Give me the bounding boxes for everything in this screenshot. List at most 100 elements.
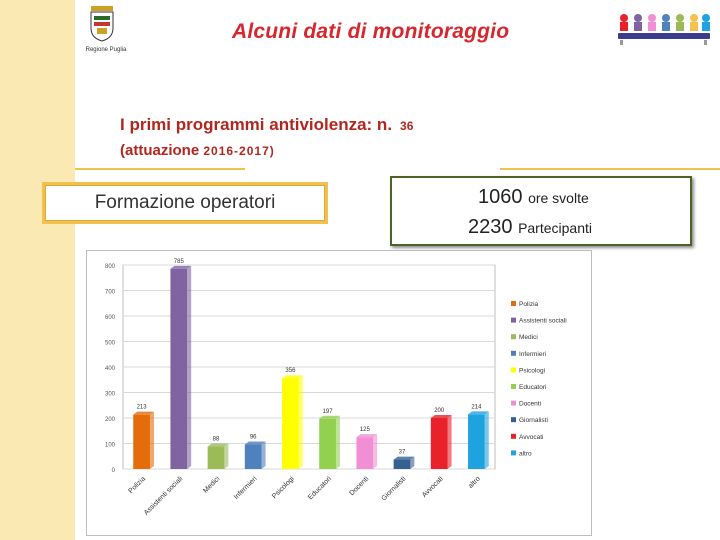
- subtitle-programmi: I primi programmi antiviolenza: n. 36: [120, 115, 413, 135]
- bar: [207, 446, 225, 469]
- y-tick-label: 600: [105, 315, 116, 321]
- bar-value-label: 125: [360, 427, 371, 433]
- hours-label: ore svolte: [528, 190, 589, 206]
- y-tick-label: 300: [105, 392, 116, 398]
- bar-side: [373, 434, 378, 469]
- bar-value-label: 96: [250, 435, 257, 441]
- legend-swatch: [511, 350, 516, 356]
- bar-side: [187, 265, 192, 469]
- bar-value-label: 213: [137, 405, 148, 411]
- pari-opportunita-logo-icon: [618, 14, 710, 45]
- y-tick-label: 800: [105, 264, 116, 270]
- x-tick-label: Avvocati: [421, 475, 445, 499]
- subtitle-programs-count: 36: [400, 119, 414, 133]
- bar-top: [133, 411, 154, 415]
- bar: [282, 378, 299, 469]
- bar-side: [149, 411, 154, 469]
- bar: [319, 418, 336, 469]
- participants-value: 2230: [468, 216, 513, 238]
- bar-top: [393, 456, 415, 460]
- bar-value-label: 214: [471, 404, 482, 410]
- region-label: Regione Puglia: [85, 47, 127, 53]
- subtitle-open-paren: (: [120, 142, 125, 159]
- x-tick-label: Psicologi: [271, 475, 296, 500]
- bar-side: [447, 415, 452, 469]
- chart-frame: 0 100 200 300 400 500 600 700 800 213 Polizia 785 As…: [86, 250, 592, 536]
- legend-label: Infermieri: [519, 351, 546, 358]
- x-tick-label: Giornalisti: [380, 475, 407, 502]
- y-tick-label: 500: [105, 341, 116, 347]
- bar-side: [335, 415, 340, 469]
- x-tick-label: Educatori: [307, 475, 333, 501]
- subtitle-line1-text: I primi programmi antiviolenza: n.: [120, 115, 393, 134]
- participants-label: Partecipanti: [518, 220, 592, 236]
- legend-swatch: [511, 450, 516, 456]
- subtitle-attuazione: (attuazione 2016-2017): [120, 142, 275, 159]
- participants-line: 2230 Partecipanti: [468, 216, 592, 239]
- bar: [244, 444, 262, 469]
- y-tick-label: 0: [112, 468, 116, 474]
- bar-top: [430, 415, 452, 418]
- x-tick-label: Docenti: [348, 475, 370, 497]
- bar-value-label: 88: [213, 437, 220, 443]
- bar: [393, 459, 411, 469]
- legend-swatch: [511, 433, 516, 439]
- legend-label: Giornalisti: [519, 417, 548, 424]
- bar-value-label: 37: [399, 450, 406, 456]
- bar-top: [319, 415, 340, 419]
- legend-label: Educatori: [519, 384, 546, 391]
- x-tick-label: altro: [467, 475, 482, 490]
- legend-swatch: [511, 417, 516, 423]
- y-tick-label: 400: [105, 366, 116, 372]
- legend-label: Docenti: [519, 401, 541, 408]
- bar-side: [261, 441, 266, 469]
- legend-label: Psicologi: [519, 367, 545, 374]
- header-divider-left: [75, 168, 245, 170]
- legend-label: Polizia: [519, 301, 539, 308]
- page-title: Alcuni dati di monitoraggio: [232, 20, 510, 43]
- x-tick-label: Assistenti sociali: [143, 475, 185, 517]
- hours-value: 1060: [478, 186, 523, 208]
- bar-value-label: 197: [323, 409, 334, 415]
- subtitle-attuazione-word: attuazione: [125, 142, 200, 159]
- bar: [133, 414, 150, 469]
- legend-swatch: [511, 400, 516, 406]
- legend-swatch: [511, 301, 516, 306]
- legend-label: Assistenti sociali: [519, 318, 567, 325]
- regione-puglia-crest-icon: [90, 6, 114, 42]
- bar-top: [170, 265, 192, 269]
- bar-value-label: 785: [174, 259, 185, 265]
- bar-side: [410, 456, 415, 469]
- bar: [170, 268, 188, 469]
- bar-top: [282, 375, 303, 379]
- header-divider-right: [500, 168, 720, 170]
- legend-swatch: [511, 317, 516, 323]
- legend-swatch: [511, 334, 516, 340]
- legend-label: Avvocati: [519, 434, 543, 441]
- bar: [356, 437, 374, 469]
- bar: [468, 414, 485, 469]
- bar-value-label: 200: [434, 408, 445, 414]
- bar-side: [484, 411, 489, 469]
- legend-label: altro: [519, 450, 532, 457]
- bar-chart: 0 100 200 300 400 500 600 700 800 213 Polizia 785 As…: [105, 259, 567, 517]
- training-stats-box: 1060 ore svolte 2230 Partecipanti: [390, 176, 692, 246]
- bar-top: [468, 411, 489, 415]
- bar-top: [207, 443, 229, 447]
- hours-line: 1060 ore svolte: [478, 186, 589, 209]
- bar-value-label: 356: [285, 368, 296, 374]
- y-tick-label: 100: [105, 443, 116, 449]
- legend-label: Medici: [519, 334, 538, 341]
- bar-side: [224, 443, 229, 469]
- formazione-operatori-box: Formazione operatori: [42, 182, 328, 224]
- y-tick-label: 200: [105, 417, 116, 423]
- x-tick-label: Medici: [202, 475, 222, 495]
- bar-side: [298, 375, 303, 469]
- legend-swatch: [511, 367, 516, 373]
- y-tick-label: 700: [105, 290, 116, 296]
- x-tick-label: Infermieri: [233, 475, 259, 501]
- subtitle-years: 2016-2017): [203, 144, 275, 158]
- bar-top: [356, 434, 378, 438]
- left-decorative-band: [0, 0, 75, 540]
- legend-swatch: [511, 384, 516, 389]
